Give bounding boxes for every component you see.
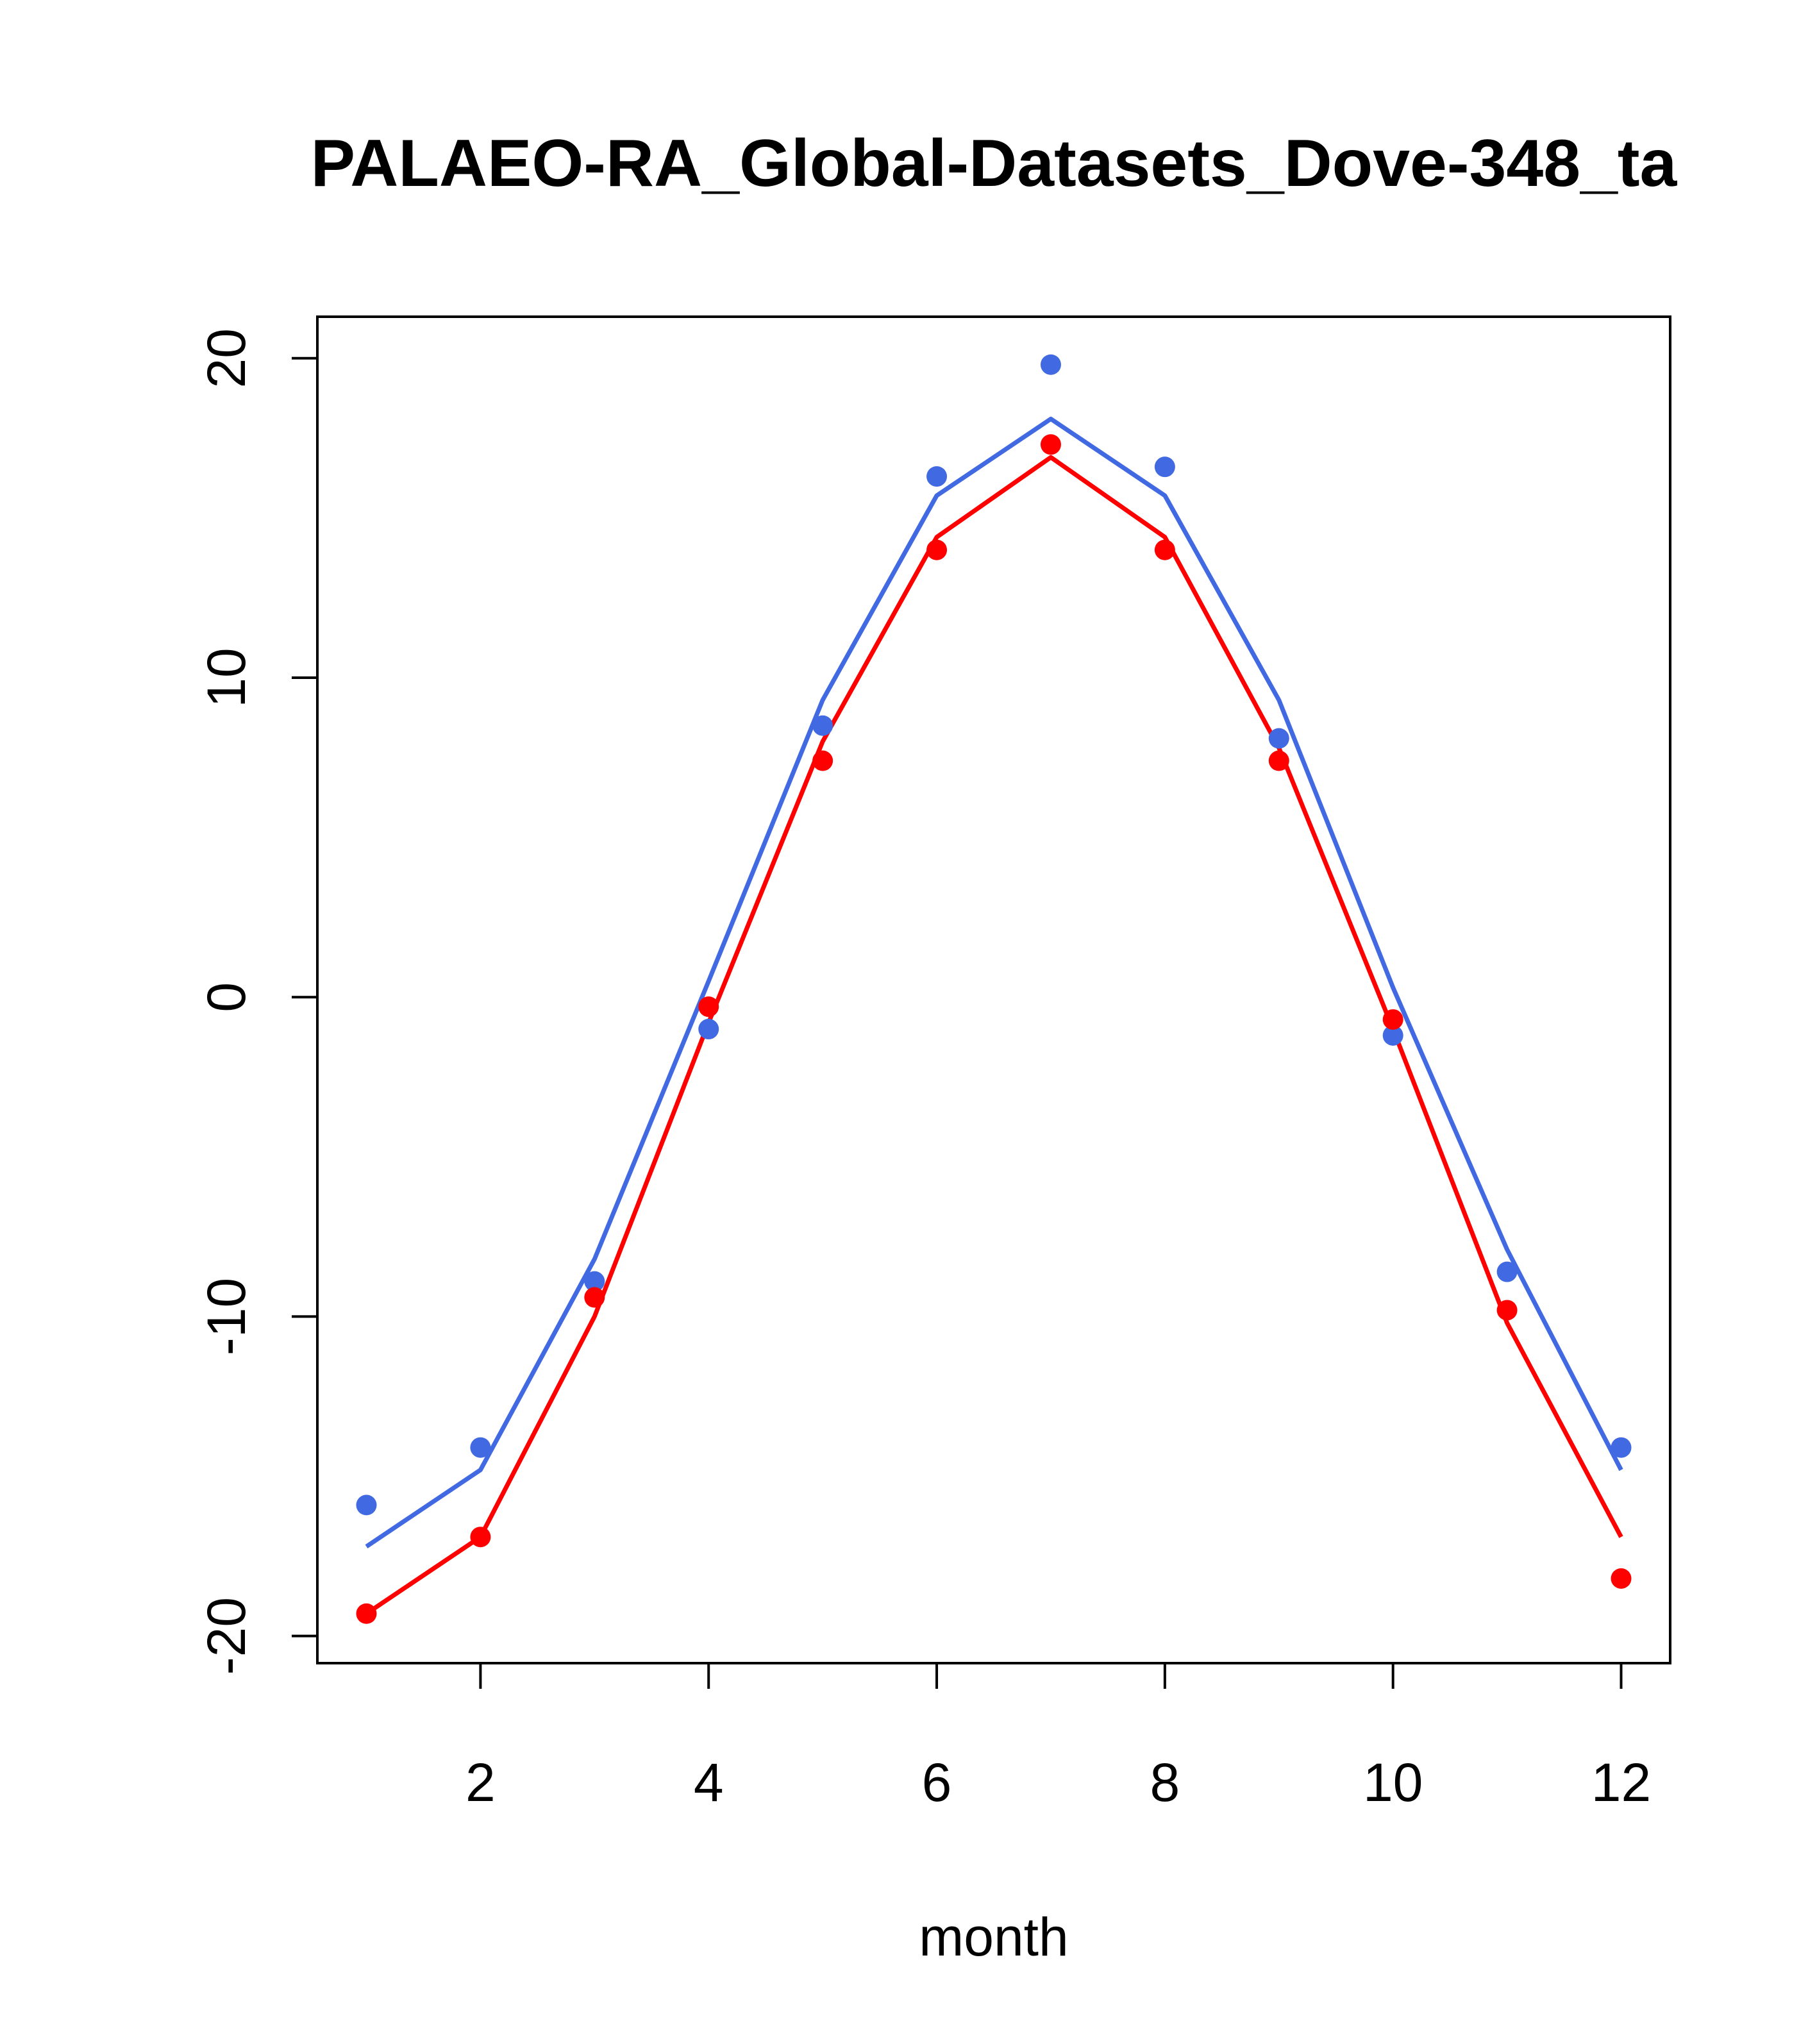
series-1-point [1496,1261,1518,1282]
series-2-point [1040,434,1061,455]
series-1-point [926,466,948,487]
series-2-point [584,1287,605,1308]
series-1-point [356,1495,377,1516]
series-1-point [698,1019,719,1040]
chart-title: PALAEO-RA_Global-Datasets_Dove-348_ta [311,126,1678,201]
series-1-point [812,715,833,736]
series-1-point [1382,1025,1403,1046]
series-1-point [1040,354,1061,375]
y-tick-label: -10 [196,1278,256,1355]
series-2-point [356,1603,377,1624]
x-tick-label: 8 [1150,1752,1180,1813]
x-tick-label: 10 [1363,1752,1423,1813]
series-1-point [470,1437,491,1458]
series-2-point [1382,1009,1403,1030]
series-1-line [365,416,1623,1549]
series-1-point [1154,457,1175,478]
y-tick-label: 0 [196,982,256,1012]
series-layer [356,354,1632,1624]
y-axis: -20 -10 0 10 20 [196,328,319,1675]
x-tick-label: 4 [694,1752,724,1813]
series-2-point [812,750,833,771]
x-tick-label: 6 [922,1752,952,1813]
series-2-point [1154,539,1175,560]
series-1-point [1611,1437,1632,1458]
x-tick-label: 12 [1591,1752,1651,1813]
series-2-line [365,455,1623,1616]
series-2-point [698,996,719,1018]
x-tick-label: 2 [465,1752,496,1813]
y-tick-label: 20 [196,328,256,388]
y-tick-label: 10 [196,648,256,707]
series-2-point [1496,1300,1518,1321]
x-axis-label: month [919,1907,1068,1967]
x-axis: 2 4 6 8 10 12 [465,1662,1651,1813]
series-2-point [1268,750,1289,771]
series-2-point [926,539,948,560]
series-1-point [1268,728,1289,749]
series-1-point [584,1271,605,1292]
y-tick-label: -20 [196,1597,256,1675]
series-2-point [470,1527,491,1548]
series-2-point [1611,1568,1632,1589]
